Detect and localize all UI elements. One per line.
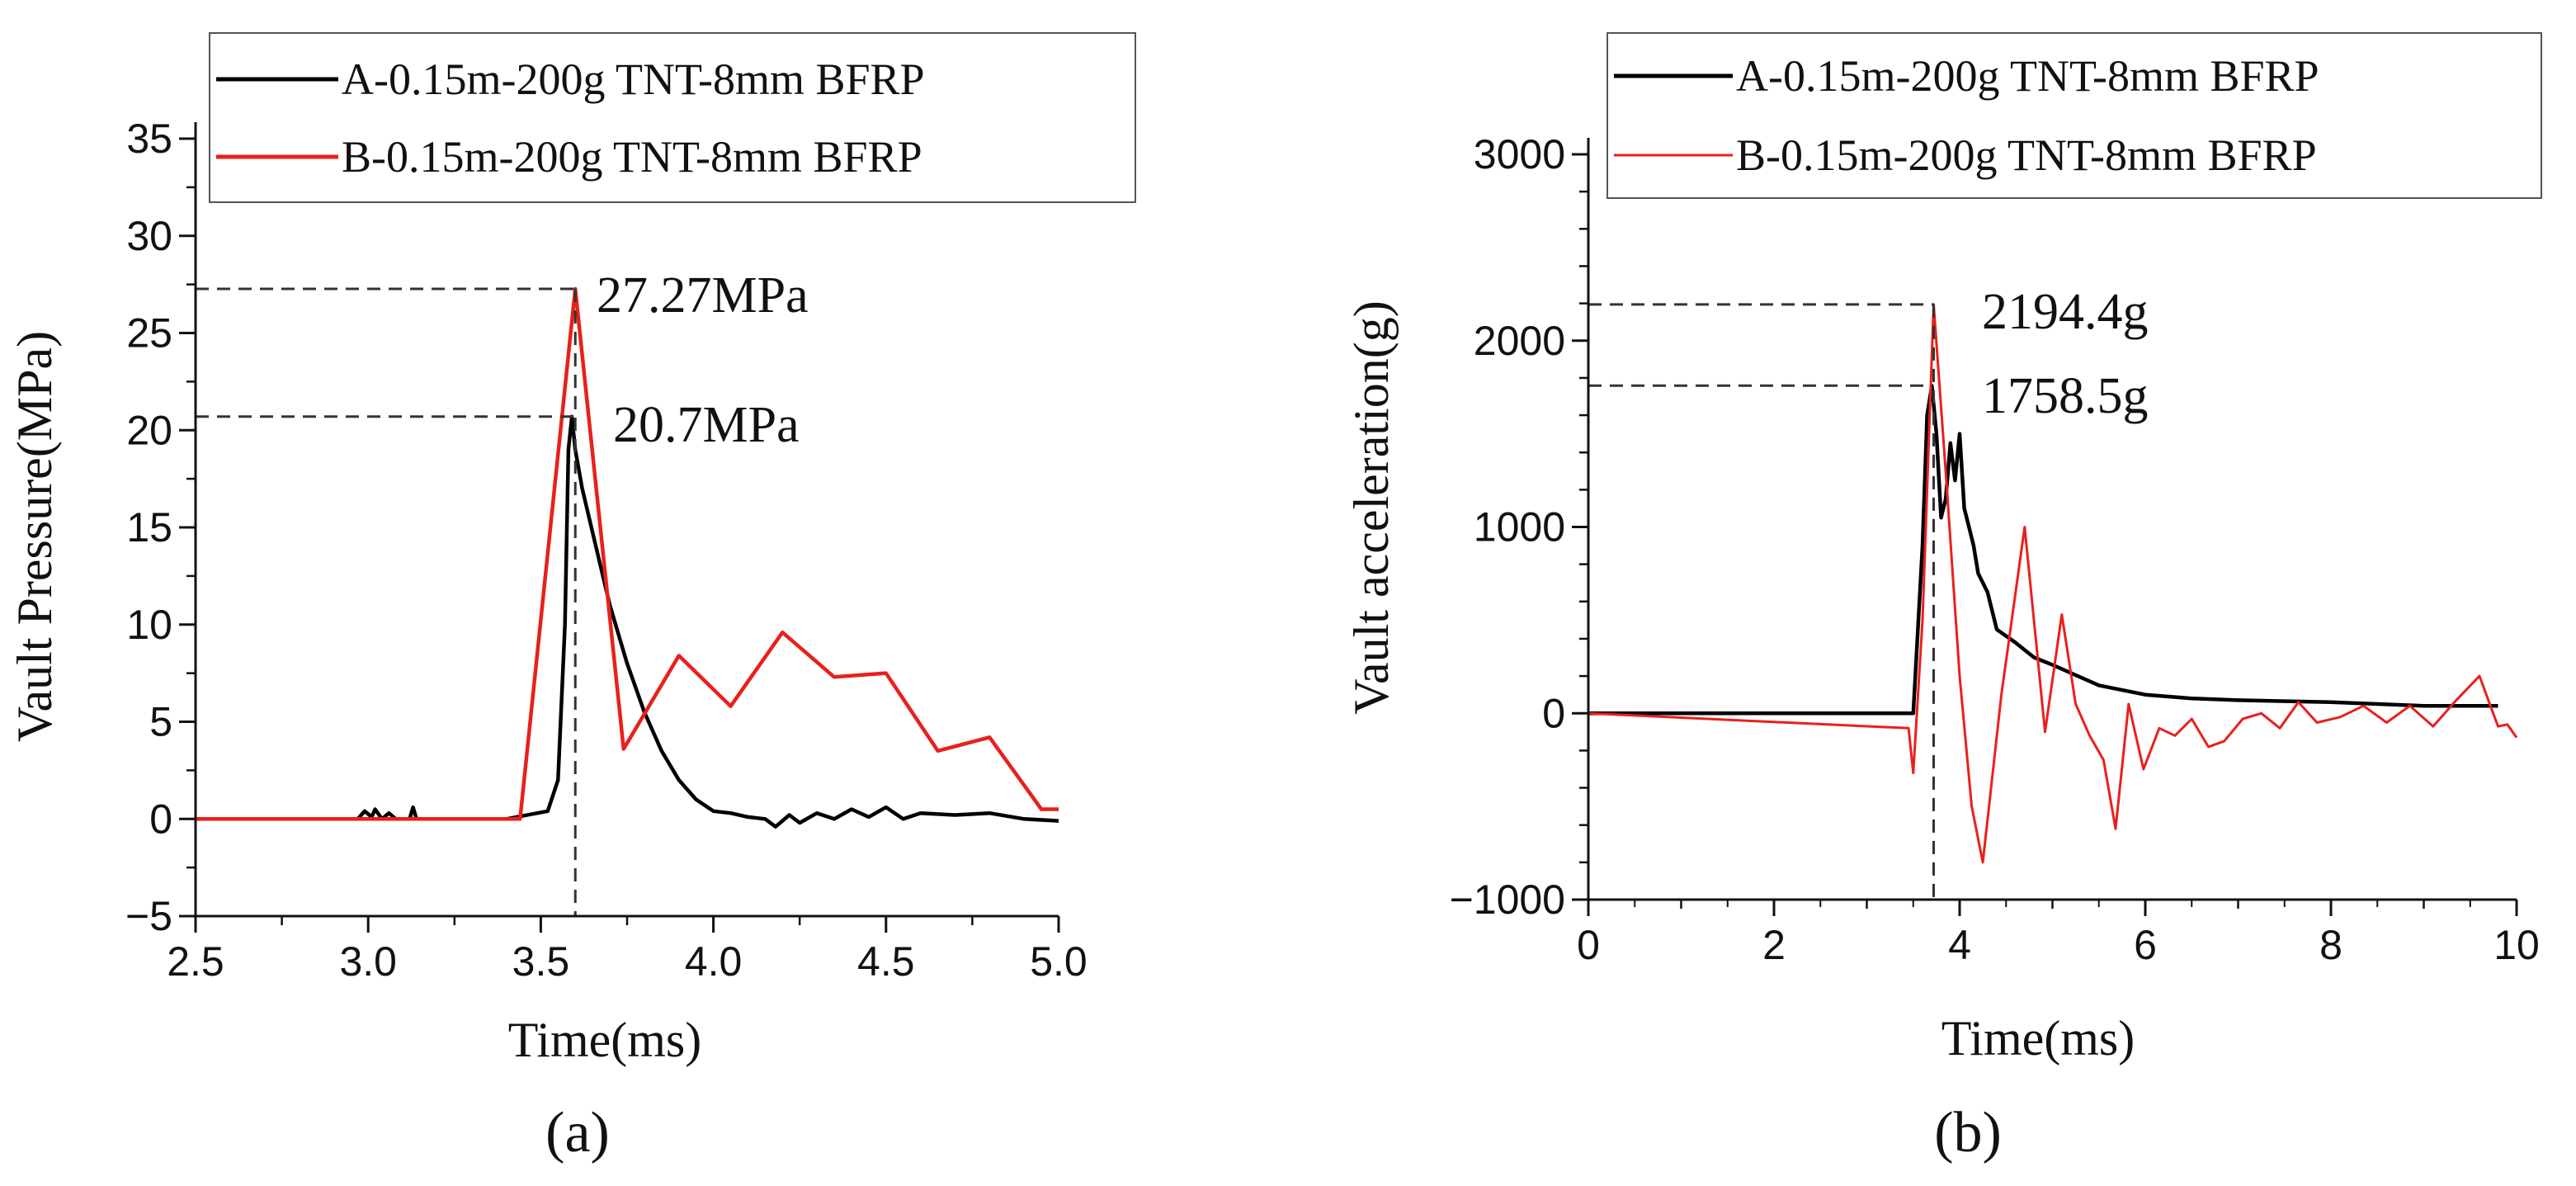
chart-b-y-tick-label: 3000 xyxy=(1474,131,1565,177)
chart-b-x-tick-label: 0 xyxy=(1577,922,1600,968)
chart-a-y-tick-label: 25 xyxy=(126,310,172,357)
chart-a-x-axis-title: Time(ms) xyxy=(508,1013,702,1067)
chart-a-x-tick-label: 4.0 xyxy=(685,938,743,985)
chart-a-y-tick-label: −5 xyxy=(125,893,172,939)
chart-a-series-b-line xyxy=(196,286,1059,821)
chart-b-y-tick-label: 1000 xyxy=(1474,504,1565,550)
chart-a-caption: (a) xyxy=(545,1101,610,1165)
chart-b-x-axis-title: Time(ms) xyxy=(1941,1011,2135,1066)
chart-b-peak-label-b: 2194.4g xyxy=(1982,284,2149,340)
chart-b-guides-layer xyxy=(1588,303,1935,900)
chart-a-legend-label-b: B-0.15m-200g TNT-8mm BFRP xyxy=(342,132,922,182)
chart-b-legend-label-a: A-0.15m-200g TNT-8mm BFRP xyxy=(1736,51,2319,101)
chart-a: 2.5 3.0 3.5 4.0 4.5 5.0 −5 0 5 10 15 20 25 30 35 Time(… xyxy=(7,32,1136,1165)
chart-a-guides-layer xyxy=(196,287,577,916)
chart-b-legend-box xyxy=(1606,32,2542,199)
chart-a-x-tick-label: 5.0 xyxy=(1030,938,1087,985)
chart-b: 0 2 4 6 8 10 −1000 0 1000 2000 3000 Time(ms) Vault… xyxy=(1344,32,2542,1165)
chart-a-legend: A-0.15m-200g TNT-8mm BFRP B-0.15m-200g T… xyxy=(209,32,1136,203)
chart-a-y-tick-label: 10 xyxy=(126,602,172,648)
chart-b-series-b-line xyxy=(1588,303,2518,864)
chart-a-y-tick-label: 30 xyxy=(126,213,172,259)
chart-a-x-tick-label: 4.5 xyxy=(857,938,915,985)
chart-a-axes-layer: 2.5 3.0 3.5 4.0 4.5 5.0 −5 0 5 10 15 20 25 30 35 xyxy=(125,116,1087,985)
chart-a-y-tick-label: 15 xyxy=(126,504,172,550)
chart-b-y-tick-label: 0 xyxy=(1542,690,1565,736)
chart-b-x-tick-label: 10 xyxy=(2493,922,2540,968)
chart-b-caption: (b) xyxy=(1934,1101,2002,1165)
chart-a-legend-label-a: A-0.15m-200g TNT-8mm BFRP xyxy=(342,54,925,104)
chart-b-x-tick-label: 6 xyxy=(2134,922,2157,968)
chart-a-y-tick-label: 35 xyxy=(126,116,172,162)
chart-a-peak-label-a: 20.7MPa xyxy=(613,397,800,453)
chart-b-x-tick-label: 4 xyxy=(1948,922,1971,968)
chart-a-x-tick-label: 3.0 xyxy=(339,938,397,985)
chart-a-series-layer xyxy=(196,286,1059,829)
chart-b-y-tick-label: 2000 xyxy=(1474,318,1565,364)
chart-b-legend: A-0.15m-200g TNT-8mm BFRP B-0.15m-200g T… xyxy=(1606,32,2542,199)
chart-a-legend-box xyxy=(209,32,1136,203)
chart-a-y-tick-label: 0 xyxy=(149,796,172,842)
chart-a-y-tick-label: 5 xyxy=(149,699,172,745)
chart-b-legend-label-b: B-0.15m-200g TNT-8mm BFRP xyxy=(1736,130,2317,180)
chart-b-y-axis-title: Vault acceleration(g) xyxy=(1344,300,1399,714)
chart-a-y-axis-title: Vault Pressure(MPa) xyxy=(7,331,62,742)
chart-b-y-tick-label: −1000 xyxy=(1450,877,1565,923)
chart-b-axes-layer: 0 2 4 6 8 10 −1000 0 1000 2000 3000 xyxy=(1450,131,2540,968)
chart-a-peak-label-b: 27.27MPa xyxy=(597,267,809,324)
chart-a-x-tick-label: 3.5 xyxy=(512,938,570,985)
chart-a-y-tick-label: 20 xyxy=(126,407,172,453)
chart-b-peak-label-a: 1758.5g xyxy=(1982,368,2149,424)
chart-b-x-tick-label: 2 xyxy=(1762,922,1786,968)
chart-a-x-tick-label: 2.5 xyxy=(167,938,224,985)
chart-b-x-tick-label: 8 xyxy=(2319,922,2342,968)
